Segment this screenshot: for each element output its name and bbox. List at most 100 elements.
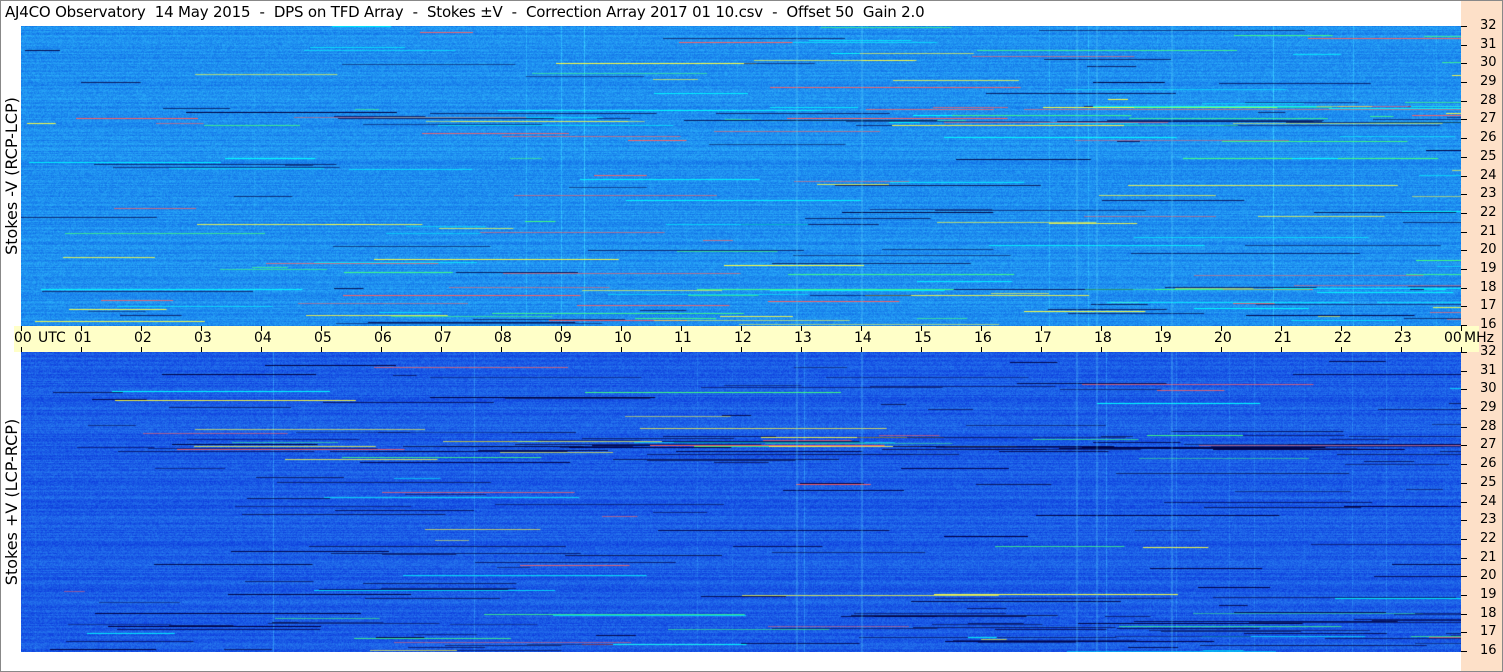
time-tick-label: 23 — [1394, 330, 1412, 346]
freq-tick-label: 25 — [1480, 148, 1497, 164]
time-tick-label: 02 — [134, 330, 152, 346]
time-tick-mark — [1341, 347, 1342, 352]
freq-tick-label: 30 — [1480, 55, 1497, 71]
time-tick-mark — [1161, 326, 1162, 331]
time-tick-label: 15 — [914, 330, 932, 346]
freq-tick-mark — [1461, 352, 1467, 353]
freq-tick-label: 16 — [1480, 643, 1497, 658]
time-tick-mark — [321, 347, 322, 352]
time-tick-mark — [1281, 326, 1282, 331]
time-tick-mark — [681, 326, 682, 331]
freq-tick-mark — [1461, 445, 1467, 447]
time-tick-mark — [381, 347, 382, 352]
freq-tick-mark — [1461, 632, 1467, 634]
time-tick-label: 10 — [614, 330, 632, 346]
freq-tick-mark — [1461, 231, 1467, 233]
time-tick-label: 12 — [734, 330, 752, 346]
time-tick-label: 21 — [1274, 330, 1292, 346]
bottom-panel-ylabel: Stokes +V (LCP-RCP) — [2, 418, 21, 586]
freq-tick-mark — [1461, 250, 1467, 252]
freq-tick-mark — [1461, 100, 1467, 102]
freq-tick-mark — [1461, 44, 1467, 46]
spectrogram-stokes-plus-v — [21, 352, 1461, 652]
time-tick-mark — [801, 326, 802, 331]
freq-tick-label: 19 — [1480, 586, 1497, 602]
time-tick-mark — [1461, 326, 1462, 331]
freq-tick-label: 27 — [1480, 437, 1497, 453]
time-tick-label: 22 — [1334, 330, 1352, 346]
time-tick-mark — [861, 326, 862, 331]
freq-tick-mark — [1461, 175, 1467, 177]
freq-tick-mark — [1461, 325, 1467, 326]
time-tick-label: 00 — [14, 330, 32, 346]
chart-title: AJ4CO Observatory 14 May 2015 - DPS on T… — [5, 3, 925, 21]
freq-tick-mark — [1461, 501, 1467, 503]
time-tick-mark — [141, 326, 142, 331]
freq-tick-mark — [1461, 594, 1467, 596]
freq-tick-mark — [1461, 63, 1467, 65]
time-tick-mark — [201, 326, 202, 331]
freq-tick-mark — [1461, 306, 1467, 308]
spectrogram-stokes-minus-v — [21, 26, 1461, 326]
time-unit-label: UTC — [38, 330, 66, 346]
freq-tick-label: 23 — [1480, 186, 1497, 202]
time-tick-label: 03 — [194, 330, 212, 346]
time-tick-mark — [261, 326, 262, 331]
freq-tick-mark — [1461, 426, 1467, 428]
time-tick-mark — [261, 347, 262, 352]
time-tick-mark — [861, 347, 862, 352]
freq-tick-label: 26 — [1480, 456, 1497, 472]
time-tick-label: 18 — [1094, 330, 1112, 346]
time-tick-mark — [621, 326, 622, 331]
time-tick-mark — [1341, 326, 1342, 331]
time-tick-mark — [621, 347, 622, 352]
time-tick-mark — [681, 347, 682, 352]
freq-tick-mark — [1461, 26, 1467, 27]
time-tick-mark — [321, 326, 322, 331]
freq-tick-mark — [1461, 212, 1467, 214]
freq-tick-label: 28 — [1480, 92, 1497, 108]
time-tick-mark — [1401, 347, 1402, 352]
freq-tick-label: 29 — [1480, 74, 1497, 90]
time-tick-mark — [1101, 347, 1102, 352]
time-tick-mark — [381, 326, 382, 331]
time-tick-label: 04 — [254, 330, 272, 346]
time-tick-label: 06 — [374, 330, 392, 346]
time-tick-mark — [501, 347, 502, 352]
time-tick-label: 11 — [674, 330, 692, 346]
freq-tick-label: 28 — [1480, 418, 1497, 434]
freq-tick-label: 21 — [1480, 223, 1497, 239]
freq-tick-mark — [1461, 557, 1467, 559]
freq-tick-label: 17 — [1480, 624, 1497, 640]
freq-tick-label: 30 — [1480, 381, 1497, 397]
freq-tick-mark — [1461, 287, 1467, 289]
time-tick-mark — [501, 326, 502, 331]
time-tick-mark — [1401, 326, 1402, 331]
time-tick-mark — [1221, 326, 1222, 331]
freq-tick-label: 22 — [1480, 530, 1497, 546]
freq-tick-label: 16 — [1480, 317, 1497, 332]
freq-tick-label: 32 — [1480, 344, 1497, 359]
freq-unit-label: MHz — [1464, 330, 1494, 346]
freq-tick-label: 24 — [1480, 167, 1497, 183]
time-tick-label: 14 — [854, 330, 872, 346]
freq-tick-mark — [1461, 82, 1467, 84]
freq-tick-mark — [1461, 576, 1467, 578]
time-tick-label: 01 — [74, 330, 92, 346]
time-tick-mark — [441, 326, 442, 331]
freq-tick-label: 24 — [1480, 493, 1497, 509]
freq-tick-mark — [1461, 464, 1467, 466]
time-tick-mark — [1101, 326, 1102, 331]
time-tick-label: 00 — [1444, 330, 1462, 346]
freq-tick-mark — [1461, 482, 1467, 484]
freq-tick-mark — [1461, 194, 1467, 196]
freq-tick-label: 20 — [1480, 242, 1497, 258]
time-tick-label: 20 — [1214, 330, 1232, 346]
freq-tick-label: 19 — [1480, 260, 1497, 276]
freq-tick-label: 18 — [1480, 279, 1497, 295]
time-tick-mark — [1461, 347, 1462, 352]
time-tick-mark — [741, 326, 742, 331]
freq-tick-mark — [1461, 408, 1467, 410]
time-tick-mark — [1221, 347, 1222, 352]
time-tick-mark — [141, 347, 142, 352]
